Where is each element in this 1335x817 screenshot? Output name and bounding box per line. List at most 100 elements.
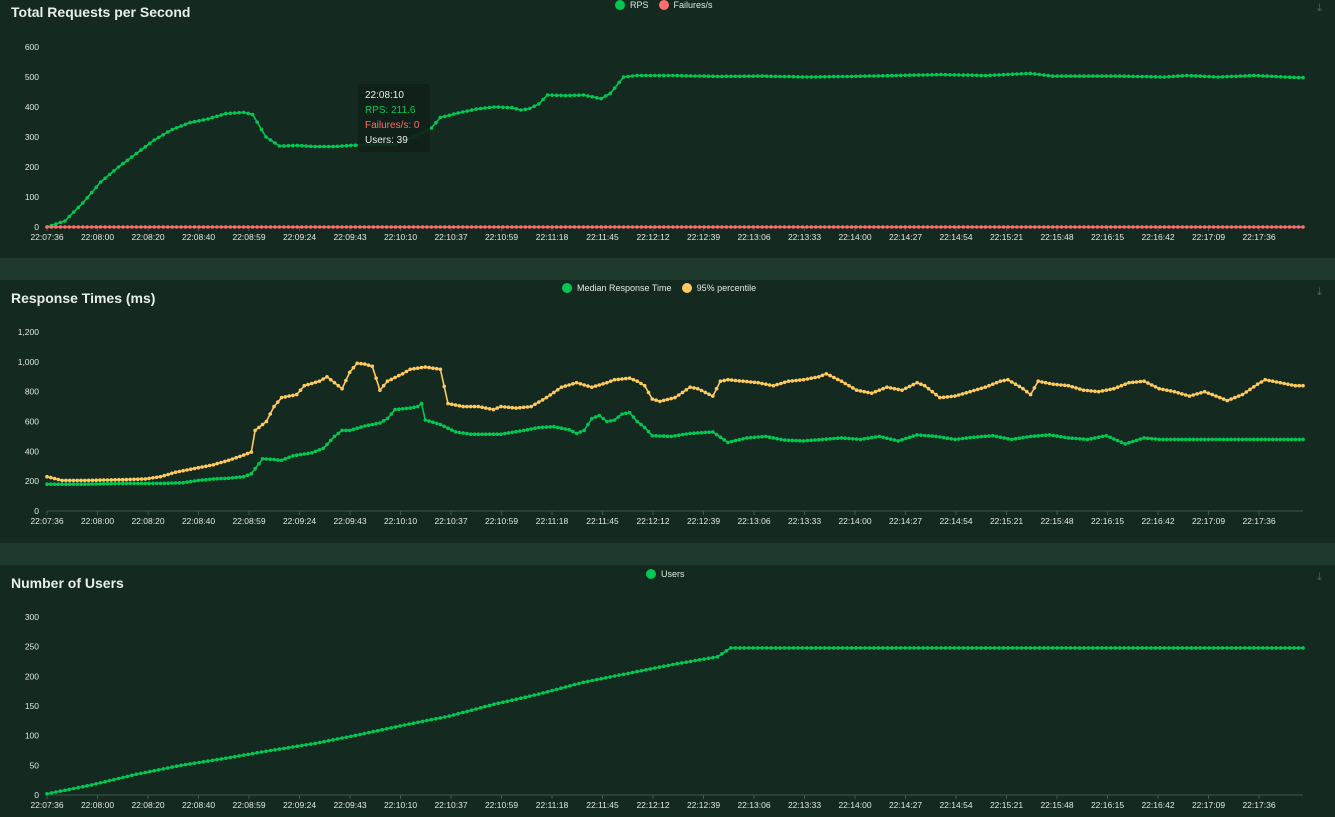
data-point[interactable] [505,699,510,703]
data-point[interactable] [898,646,903,650]
data-point[interactable] [1225,398,1230,403]
data-point[interactable] [1225,646,1229,650]
data-point[interactable] [979,434,984,439]
data-point[interactable] [706,656,711,661]
data-point[interactable] [1081,388,1086,392]
data-point[interactable] [1015,646,1019,650]
data-point[interactable] [1091,74,1095,78]
data-point[interactable] [219,460,223,465]
data-point[interactable] [919,382,923,386]
data-point[interactable] [854,225,858,229]
data-point[interactable] [499,404,503,409]
data-point[interactable] [1248,387,1252,392]
data-point[interactable] [130,773,134,778]
data-point[interactable] [443,225,447,229]
data-point[interactable] [653,666,657,670]
data-point[interactable] [1113,646,1118,650]
data-point[interactable] [926,386,931,391]
data-point[interactable] [461,431,465,435]
data-point[interactable] [1202,389,1207,394]
data-point[interactable] [1162,646,1167,650]
data-point[interactable] [416,720,420,725]
data-point[interactable] [1161,437,1165,442]
data-point[interactable] [487,105,492,110]
data-point[interactable] [939,225,943,229]
data-point[interactable] [648,225,653,229]
data-point[interactable] [174,225,179,229]
data-point[interactable] [107,172,112,177]
data-point[interactable] [1301,383,1305,388]
data-point[interactable] [434,120,438,125]
data-point[interactable] [389,225,394,229]
data-point[interactable] [457,404,462,408]
data-point[interactable] [767,435,772,439]
data-point[interactable] [331,225,335,229]
data-point[interactable] [1211,75,1216,79]
data-point[interactable] [970,646,974,650]
data-point[interactable] [1009,380,1014,384]
data-point[interactable] [465,709,470,714]
data-point[interactable] [495,432,500,436]
data-point[interactable] [331,144,335,149]
data-point[interactable] [443,715,447,719]
data-point[interactable] [81,784,85,789]
data-point[interactable] [1089,389,1093,393]
data-point[interactable] [801,439,806,443]
data-point[interactable] [1296,75,1301,80]
data-point[interactable] [72,225,76,229]
data-point[interactable] [451,112,456,116]
data-point[interactable] [411,721,416,725]
data-point[interactable] [654,434,658,438]
data-point[interactable] [1206,391,1211,395]
data-point[interactable] [854,437,859,441]
data-point[interactable] [1225,74,1229,79]
data-point[interactable] [192,119,197,124]
data-point[interactable] [574,431,579,436]
data-point[interactable] [720,225,724,229]
data-point[interactable] [1127,380,1131,385]
data-point[interactable] [1043,380,1048,385]
data-point[interactable] [658,399,662,404]
data-point[interactable] [257,425,261,430]
data-point[interactable] [1100,74,1104,78]
data-point[interactable] [911,434,916,438]
data-point[interactable] [518,405,522,410]
data-point[interactable] [384,727,389,731]
data-point[interactable] [1193,646,1198,650]
data-point[interactable] [809,75,814,79]
data-point[interactable] [117,477,121,482]
data-point[interactable] [336,383,341,388]
data-point[interactable] [733,225,738,229]
data-point[interactable] [397,373,401,378]
data-point[interactable] [344,143,349,148]
data-point[interactable] [1149,225,1153,229]
data-point[interactable] [827,646,831,650]
data-point[interactable] [1289,437,1294,442]
data-point[interactable] [948,225,952,229]
data-point[interactable] [653,225,657,229]
data-point[interactable] [904,386,908,391]
data-point[interactable] [204,464,208,469]
data-point[interactable] [1051,433,1056,438]
data-point[interactable] [970,225,974,229]
data-point[interactable] [1292,75,1296,80]
data-point[interactable] [90,482,95,486]
data-point[interactable] [1180,437,1184,442]
data-point[interactable] [552,424,556,429]
data-point[interactable] [885,225,890,229]
data-point[interactable] [378,388,382,392]
data-point[interactable] [836,646,840,650]
data-point[interactable] [1140,74,1144,79]
data-point[interactable] [460,110,465,114]
data-point[interactable] [695,386,700,391]
data-point[interactable] [662,73,666,78]
data-point[interactable] [968,389,972,394]
data-point[interactable] [1082,74,1086,78]
data-point[interactable] [283,395,288,399]
data-point[interactable] [1267,378,1271,383]
data-point[interactable] [845,225,849,229]
data-point[interactable] [1001,646,1006,650]
data-point[interactable] [840,225,845,229]
data-point[interactable] [291,745,295,749]
data-point[interactable] [692,431,696,435]
